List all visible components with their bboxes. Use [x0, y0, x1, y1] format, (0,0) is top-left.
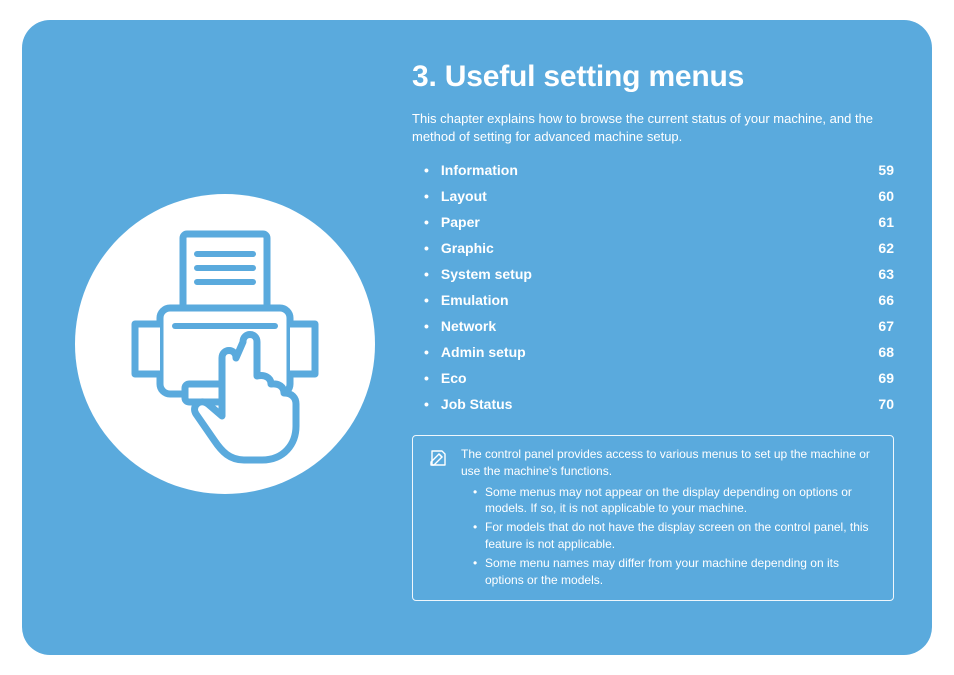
toc-label: Eco [441, 365, 854, 391]
toc-page: 60 [854, 183, 894, 209]
chapter-title: 3. Useful setting menus [412, 60, 894, 94]
toc-item[interactable]: Paper61 [424, 209, 894, 235]
table-of-contents: Information59 Layout60 Paper61 Graphic62… [424, 157, 894, 417]
toc-page: 59 [854, 157, 894, 183]
printer-touch-svg [105, 224, 345, 464]
toc-label: System setup [441, 261, 854, 287]
content-column: 3. Useful setting menus This chapter exp… [390, 60, 894, 627]
toc-item[interactable]: Graphic62 [424, 235, 894, 261]
toc-page: 62 [854, 235, 894, 261]
note-content: The control panel provides access to var… [461, 446, 879, 590]
toc-label: Layout [441, 183, 854, 209]
toc-page: 70 [854, 391, 894, 417]
note-lead: The control panel provides access to var… [461, 446, 879, 480]
toc-item[interactable]: Admin setup68 [424, 339, 894, 365]
toc-page: 68 [854, 339, 894, 365]
toc-item[interactable]: System setup63 [424, 261, 894, 287]
toc-item[interactable]: Job Status70 [424, 391, 894, 417]
toc-page: 66 [854, 287, 894, 313]
toc-label: Paper [441, 209, 854, 235]
toc-item[interactable]: Emulation66 [424, 287, 894, 313]
toc-page: 67 [854, 313, 894, 339]
toc-label: Admin setup [441, 339, 854, 365]
note-icon [427, 446, 449, 590]
note-list: Some menus may not appear on the display… [473, 484, 879, 589]
toc-label: Graphic [441, 235, 854, 261]
toc-item[interactable]: Network67 [424, 313, 894, 339]
toc-label: Job Status [441, 391, 854, 417]
illustration-column [60, 60, 390, 627]
toc-page: 63 [854, 261, 894, 287]
toc-label: Emulation [441, 287, 854, 313]
note-box: The control panel provides access to var… [412, 435, 894, 601]
toc-label: Network [441, 313, 854, 339]
toc-item[interactable]: Eco69 [424, 365, 894, 391]
toc-label: Information [441, 157, 854, 183]
chapter-card: 3. Useful setting menus This chapter exp… [22, 20, 932, 655]
note-bullet: For models that do not have the display … [473, 519, 879, 553]
toc-item[interactable]: Information59 [424, 157, 894, 183]
chapter-intro: This chapter explains how to browse the … [412, 110, 894, 145]
toc-page: 69 [854, 365, 894, 391]
toc-item[interactable]: Layout60 [424, 183, 894, 209]
note-bullet: Some menus may not appear on the display… [473, 484, 879, 518]
note-bullet: Some menu names may differ from your mac… [473, 555, 879, 589]
toc-page: 61 [854, 209, 894, 235]
printer-touch-icon [75, 194, 375, 494]
